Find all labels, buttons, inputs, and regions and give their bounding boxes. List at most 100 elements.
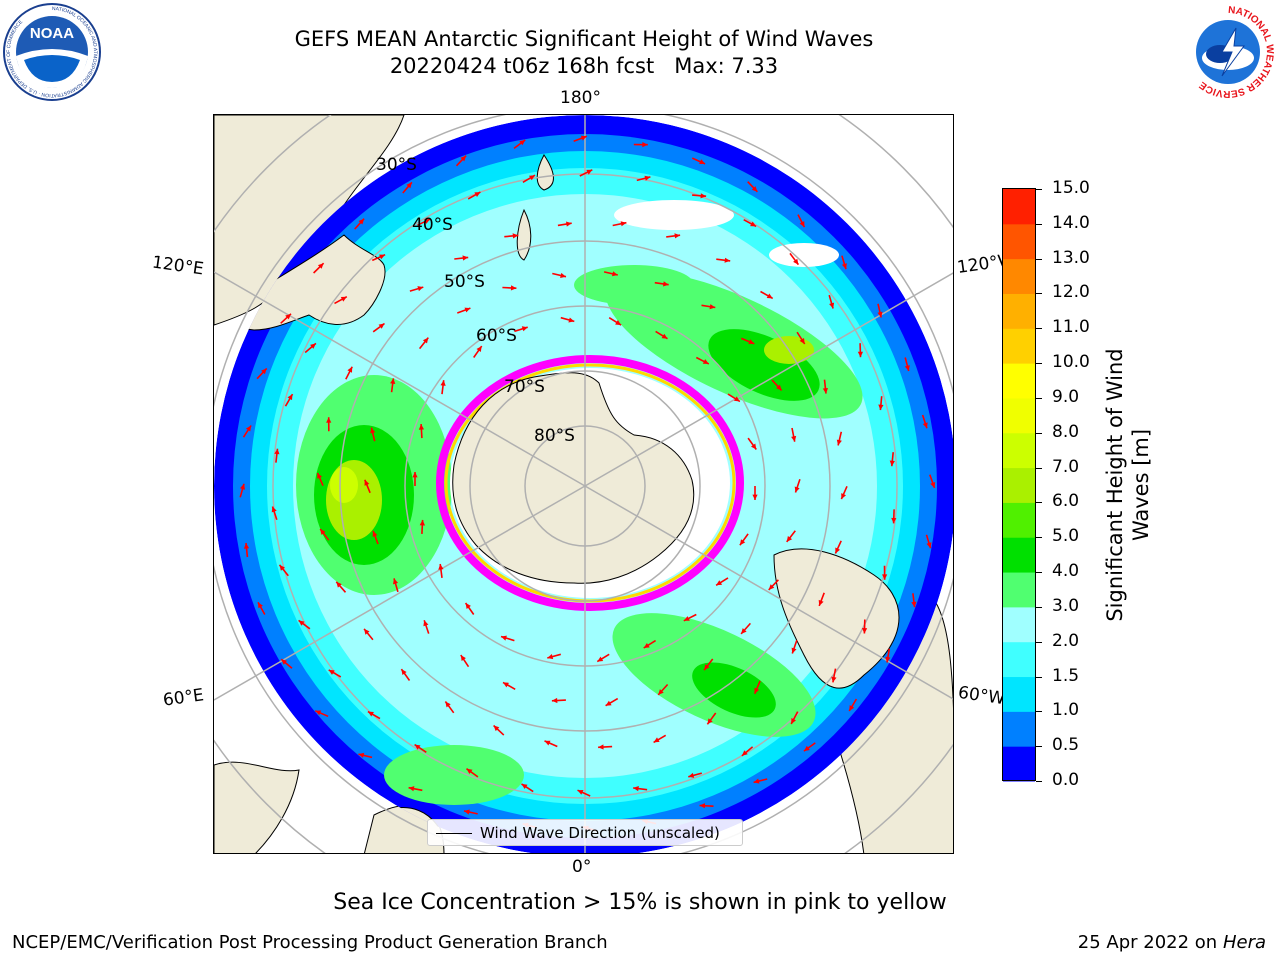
wind-arrow-head [754,687,760,694]
wind-arrow-head [336,581,342,588]
colorbar-tick-label: 15.0 [1052,178,1090,198]
chart-title: GEFS MEAN Antarctic Significant Height o… [294,27,874,51]
wind-arrow-head [464,307,471,313]
wind-arrow-head [653,737,660,743]
wind-arrow-head [493,725,500,732]
wind-arrow-head [440,380,446,386]
colorbar-tick-label: 14.0 [1052,212,1090,233]
wind-arrow-head [889,460,895,467]
wind-arrow-head [298,620,305,626]
wind-arrow-head [340,296,347,302]
wind-arrow-head [240,483,245,490]
wind-arrow-head [803,745,810,752]
wind-arrow-head [882,574,888,580]
lon-label-0: 0° [572,857,592,877]
colorbar-tick-mark [1036,606,1042,608]
wind-arrow-head [503,682,509,688]
wind-arrow-head [768,584,775,590]
wind-arrow-head [835,547,840,554]
colorbar-tick-mark [1036,711,1042,713]
wind-arrow-head [922,422,928,429]
wind-arrow-head [709,304,716,310]
colorbar-tick-mark [1036,641,1042,643]
wind-arrow-head [328,669,335,675]
wind-arrow-head [510,285,517,291]
wind-arrow-head [891,517,897,524]
colorbar-tick-label: 10.0 [1052,352,1090,373]
wind-arrow-head [271,506,277,513]
wind-arrow-head [620,221,627,227]
colorbar-tick-label: 0.5 [1052,735,1080,756]
wind-arrow-head [836,439,842,446]
wind-arrows [239,135,936,832]
wind-arrow-head [861,628,868,634]
colorbar-segment [1003,641,1035,678]
wind-arrow-head [751,186,758,192]
lat-label-70: 70°S [504,377,545,397]
colorbar-tick-mark [1036,363,1042,365]
wind-arrow-head [688,772,695,778]
wind-arrow-head [658,689,664,695]
colorbar-segment [1003,746,1035,782]
wind-arrow-head [317,472,322,479]
wind-arrow-head [663,281,669,287]
wind-arrow-head [372,530,378,537]
wind-arrow-head [791,718,796,724]
colorbar-segment [1003,397,1035,434]
wind-arrow-head [700,193,707,199]
colorbar-tick-mark [1036,676,1042,678]
wind-arrow-head [393,578,398,585]
host-name: Hera [1222,932,1266,953]
chart-subtitle: 20220424 t06z 168h fcst Max: 7.33 [389,54,779,78]
map-panel: 30°S 40°S 50°S 60°S 70°S 80°S Wind Wave … [213,114,954,854]
wind-arrow-head [521,326,528,332]
wind-arrow-head [566,221,572,227]
colorbar-tick-label: 4.0 [1052,561,1080,582]
wind-arrow-head [753,778,760,784]
wind-arrow-head [829,302,835,309]
lat-label-30: 30°S [376,155,417,175]
wind-arrow-head [501,635,507,641]
polar-map: 30°S 40°S 50°S 60°S 70°S 80°S [214,115,953,853]
colorbar-tick-mark [1036,189,1042,190]
wind-arrow-head [406,182,412,189]
colorbar-segment [1003,502,1035,538]
colorbar-tick-label: 9.0 [1052,386,1080,407]
wind-arrow-head [661,333,668,339]
wind-arrow-head [419,519,425,526]
wind-arrow-head [739,539,746,546]
wind-arrow-head [598,744,604,750]
wind-arrow-head [529,175,535,181]
colorbar-tick-mark [1036,397,1042,399]
wind-arrow-head [791,647,797,654]
wind-arrow-head [642,142,648,148]
wind-arrow-head [702,359,709,364]
wind-arrow-head [577,790,584,795]
lat-label-80: 80°S [534,426,575,446]
wind-arrow-head [734,396,740,402]
wind-arrow-head [326,417,332,423]
wind-arrow-head [417,286,424,292]
colorbar-segment [1003,572,1035,608]
wind-arrow-head [378,323,385,329]
colorbar-tick-label: 1.5 [1052,665,1080,686]
wind-arrow-head [857,351,863,358]
wind-arrow-head [460,655,466,661]
colorbar-tick-label: 3.0 [1052,595,1080,616]
wind-arrow-head [877,311,883,318]
svg-text:NOAA: NOAA [30,25,74,42]
colorbar-tick-label: 11.0 [1052,317,1090,338]
wave-field [214,115,953,853]
colorbar-tick-label: 2.0 [1052,630,1080,651]
wind-arrow-head [315,710,322,716]
wind-arrow-head [258,602,263,609]
wind-arrow-head [418,424,424,430]
wind-arrow-head [818,599,824,606]
colorbar-segment [1003,711,1035,747]
wind-arrow-head [287,394,293,401]
wind-arrow-head [464,809,470,815]
wind-arrow-head [390,378,396,384]
colorbar-tick-label: 7.0 [1052,456,1080,477]
wind-arrow-head [261,368,267,375]
wind-arrow-head [317,263,324,269]
